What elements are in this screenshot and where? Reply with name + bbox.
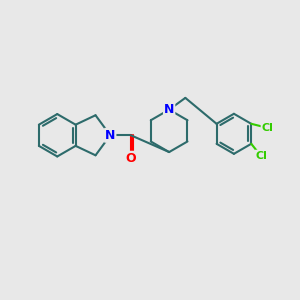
Text: Cl: Cl (262, 123, 273, 133)
Text: Cl: Cl (256, 151, 268, 160)
Text: N: N (105, 129, 116, 142)
Text: N: N (164, 103, 174, 116)
Text: O: O (125, 152, 136, 165)
